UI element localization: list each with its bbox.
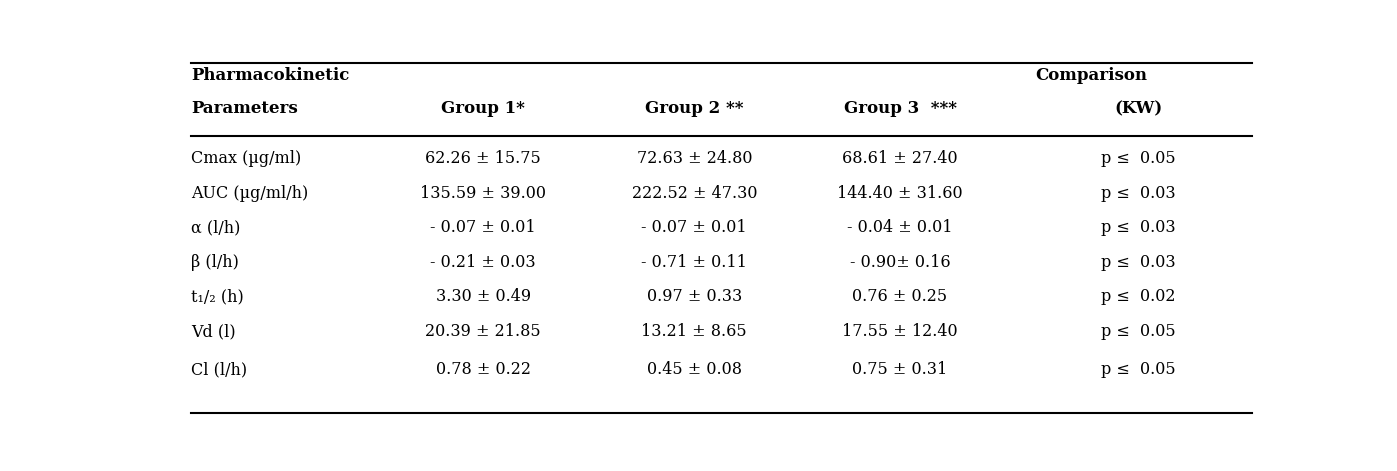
Text: - 0.71 ± 0.11: - 0.71 ± 0.11 xyxy=(641,253,747,271)
Text: - 0.04 ± 0.01: - 0.04 ± 0.01 xyxy=(847,219,953,236)
Text: 0.97 ± 0.33: 0.97 ± 0.33 xyxy=(647,288,742,305)
Text: 68.61 ± 27.40: 68.61 ± 27.40 xyxy=(842,150,958,167)
Text: p ≤  0.03: p ≤ 0.03 xyxy=(1101,219,1175,236)
Text: 17.55 ± 12.40: 17.55 ± 12.40 xyxy=(842,323,958,340)
Text: Cmax (µg/ml): Cmax (µg/ml) xyxy=(191,150,302,167)
Text: p ≤  0.05: p ≤ 0.05 xyxy=(1101,361,1175,378)
Text: Parameters: Parameters xyxy=(191,100,298,117)
Text: 144.40 ± 31.60: 144.40 ± 31.60 xyxy=(837,185,963,202)
Text: p ≤  0.02: p ≤ 0.02 xyxy=(1101,288,1175,305)
Text: (KW): (KW) xyxy=(1113,100,1162,117)
Text: Comparison: Comparison xyxy=(1035,67,1147,84)
Text: AUC (µg/ml/h): AUC (µg/ml/h) xyxy=(191,185,309,202)
Text: 0.45 ± 0.08: 0.45 ± 0.08 xyxy=(647,361,742,378)
Text: - 0.21 ± 0.03: - 0.21 ± 0.03 xyxy=(430,253,536,271)
Text: 72.63 ± 24.80: 72.63 ± 24.80 xyxy=(637,150,752,167)
Text: Vd (l): Vd (l) xyxy=(191,323,236,340)
Text: Group 2 **: Group 2 ** xyxy=(645,100,743,117)
Text: 13.21 ± 8.65: 13.21 ± 8.65 xyxy=(641,323,747,340)
Text: p ≤  0.03: p ≤ 0.03 xyxy=(1101,253,1175,271)
Text: 0.76 ± 0.25: 0.76 ± 0.25 xyxy=(852,288,947,305)
Text: 0.78 ± 0.22: 0.78 ± 0.22 xyxy=(436,361,531,378)
Text: β (l/h): β (l/h) xyxy=(191,253,239,271)
Text: 3.30 ± 0.49: 3.30 ± 0.49 xyxy=(436,288,531,305)
Text: Pharmacokinetic: Pharmacokinetic xyxy=(191,67,349,84)
Text: 20.39 ± 21.85: 20.39 ± 21.85 xyxy=(425,323,541,340)
Text: p ≤  0.03: p ≤ 0.03 xyxy=(1101,185,1175,202)
Text: 222.52 ± 47.30: 222.52 ± 47.30 xyxy=(631,185,757,202)
Text: - 0.90± 0.16: - 0.90± 0.16 xyxy=(849,253,950,271)
Text: Group 3  ***: Group 3 *** xyxy=(844,100,957,117)
Text: t₁/₂ (h): t₁/₂ (h) xyxy=(191,288,243,305)
Text: 62.26 ± 15.75: 62.26 ± 15.75 xyxy=(425,150,541,167)
Text: α (l/h): α (l/h) xyxy=(191,219,240,236)
Text: - 0.07 ± 0.01: - 0.07 ± 0.01 xyxy=(430,219,536,236)
Text: p ≤  0.05: p ≤ 0.05 xyxy=(1101,150,1175,167)
Text: Cl (l/h): Cl (l/h) xyxy=(191,361,247,378)
Text: p ≤  0.05: p ≤ 0.05 xyxy=(1101,323,1175,340)
Text: - 0.07 ± 0.01: - 0.07 ± 0.01 xyxy=(641,219,747,236)
Text: 135.59 ± 39.00: 135.59 ± 39.00 xyxy=(420,185,546,202)
Text: Group 1*: Group 1* xyxy=(441,100,525,117)
Text: 0.75 ± 0.31: 0.75 ± 0.31 xyxy=(852,361,947,378)
